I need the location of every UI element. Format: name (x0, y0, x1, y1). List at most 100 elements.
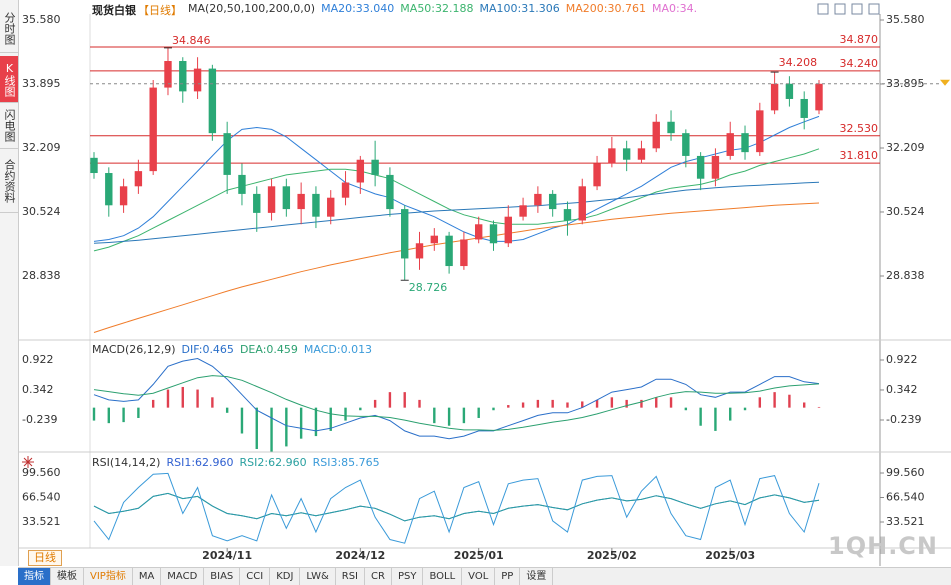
sidebar-tab[interactable]: K线图 (0, 56, 18, 103)
ma-line (93, 115, 820, 242)
y-tick-label: 32.209 (886, 141, 925, 154)
indicator-title: RSI(14,14,2) (92, 456, 160, 469)
candle-body (489, 224, 498, 244)
icon[interactable] (851, 3, 863, 15)
sidebar-tab[interactable]: 闪电图 (0, 102, 18, 149)
macd-bar (388, 392, 392, 408)
candle-body (386, 174, 394, 210)
macd-bar (181, 386, 184, 408)
sidebar-tab[interactable]: 合约资料 (0, 150, 18, 213)
candle-body (652, 121, 660, 149)
extreme-label: 34.846 (172, 34, 211, 47)
watermark: 1QH.CN (828, 532, 939, 560)
level-label: 31.810 (840, 149, 879, 162)
macd-bar (566, 402, 569, 408)
toolbar-item[interactable]: PSY (392, 568, 424, 585)
candle-body (297, 193, 305, 210)
macd-bar (507, 405, 510, 408)
macd-bar (595, 399, 599, 408)
legend-entry: RSI2:62.960 (240, 456, 307, 469)
candle-body (504, 216, 512, 244)
macd-bar (521, 402, 525, 408)
indicator-title: MACD(26,12,9) (92, 343, 176, 356)
macd-bar (817, 406, 821, 408)
candle-body (164, 61, 172, 88)
toolbar-item[interactable]: BOLL (423, 568, 463, 585)
toolbar-item[interactable]: MACD (161, 568, 205, 585)
macd-bar (196, 389, 199, 408)
candle-body (682, 133, 690, 156)
candle-body (667, 121, 675, 134)
x-tick-label: 2025/03 (705, 549, 755, 562)
macd-bar (699, 407, 702, 426)
candle-body (548, 193, 557, 210)
last-price-marker (940, 79, 950, 86)
legend-entry: RSI3:85.765 (313, 456, 380, 469)
period-button[interactable]: 日线 (28, 550, 62, 566)
y-tick-label: 35.580 (886, 13, 925, 26)
candle-body (312, 193, 320, 217)
icon[interactable] (834, 3, 846, 15)
candle-body (460, 239, 468, 267)
sidebar-tab[interactable]: 分时图 (0, 4, 18, 53)
icon[interactable] (817, 3, 829, 15)
toolbar-item[interactable]: CR (365, 568, 392, 585)
macd-bar (462, 407, 466, 424)
macd-line (93, 357, 820, 440)
toolbar-item[interactable]: KDJ (270, 568, 301, 585)
toolbar-item[interactable]: VOL (462, 568, 496, 585)
y-tick-label: 30.524 (886, 205, 925, 218)
candle-body (149, 87, 157, 172)
candle-body (726, 133, 734, 156)
macd-bar (551, 399, 554, 408)
candle-body (327, 197, 335, 217)
y-tick-label: 30.524 (22, 205, 61, 218)
toolbar-item[interactable]: 指标 (18, 568, 51, 585)
level-label: 32.530 (840, 122, 879, 135)
legend-entry: RSI1:62.960 (166, 456, 233, 469)
macd-bar (137, 407, 140, 418)
y-tick-label: 28.838 (886, 269, 925, 282)
candle-body (267, 186, 276, 213)
candle-body (519, 205, 527, 217)
macd-bar (270, 407, 273, 452)
candle-body (815, 83, 823, 111)
toolbar-item[interactable]: 设置 (520, 568, 554, 585)
toolbar-item[interactable]: MA (133, 568, 162, 585)
macd-bar (107, 407, 110, 424)
candle-body (593, 163, 601, 187)
toolbar-icons (817, 3, 880, 15)
ma-line (93, 202, 820, 333)
y-tick-label: 66.540 (22, 491, 61, 504)
macd-bar (758, 397, 762, 408)
macd-bar (299, 407, 303, 439)
macd-bar (773, 392, 776, 408)
legend-entry: DEA:0.459 (240, 343, 298, 356)
candle-body (770, 83, 779, 111)
macd-bar (803, 402, 806, 408)
candle-body (105, 173, 113, 206)
toolbar-item[interactable]: VIP指标 (84, 568, 133, 585)
candle-body (223, 133, 231, 175)
toolbar-item[interactable]: 模板 (51, 568, 84, 585)
macd-bar (373, 399, 377, 408)
candle-body (90, 157, 98, 174)
toolbar-item[interactable]: PP (495, 568, 521, 585)
legend-entry: MA50:32.188 (400, 2, 474, 15)
level-label: 34.240 (840, 57, 879, 70)
toolbar-item[interactable]: LW& (300, 568, 336, 585)
macd-bar (285, 407, 288, 447)
candle-body (193, 68, 202, 92)
x-tick-label: 2024/11 (202, 549, 252, 562)
macd-bar (329, 407, 332, 431)
toolbar-item[interactable]: BIAS (204, 568, 241, 585)
y-tick-label: -0.239 (22, 413, 57, 426)
y-tick-label: 0.922 (886, 353, 918, 366)
candle-body (711, 155, 720, 179)
x-tick-label: 2025/01 (454, 549, 504, 562)
toolbar-item[interactable]: CCI (240, 568, 271, 585)
macd-bar (669, 397, 673, 408)
candle-body (371, 159, 379, 175)
icon[interactable] (868, 3, 880, 15)
toolbar-item[interactable]: RSI (336, 568, 366, 585)
